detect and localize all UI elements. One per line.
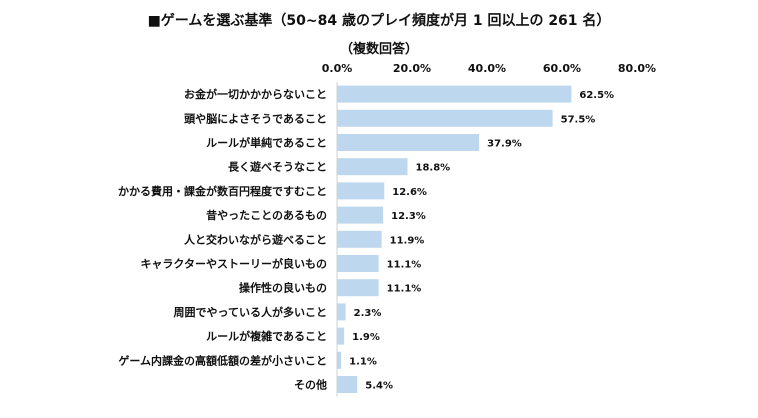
data-label: 5.4%	[365, 381, 393, 392]
bar	[337, 206, 384, 224]
bar	[337, 279, 379, 297]
category-label: 頭や脳によさそうであること	[184, 112, 327, 125]
data-label: 11.1%	[387, 260, 422, 271]
x-tick-label: 80.0%	[618, 62, 656, 75]
category-label: ゲーム内課金の高額低額の差が小さいこと	[118, 353, 327, 367]
data-label: 1.9%	[352, 332, 380, 343]
x-tick-label: 20.0%	[393, 62, 431, 75]
bar	[337, 158, 408, 176]
data-label: 62.5%	[579, 90, 614, 101]
category-label: かかる費用・課金が数百円程度ですむこと	[118, 184, 327, 198]
data-label: 12.6%	[392, 187, 427, 198]
x-tick-label: 40.0%	[468, 62, 506, 75]
data-label: 57.5%	[561, 114, 596, 125]
category-label: その他	[294, 378, 327, 392]
category-label: ルールが単純であること	[206, 136, 327, 150]
data-label: 18.8%	[416, 163, 451, 174]
bar	[337, 109, 553, 127]
category-label: キャラクターやストーリーが良いもの	[140, 257, 327, 271]
bar	[337, 327, 345, 345]
x-tick-label: 0.0%	[322, 62, 353, 75]
data-label: 11.1%	[387, 284, 422, 295]
category-label: 長く遊べそうなこと	[228, 160, 327, 174]
category-label: ルールが複雑であること	[206, 329, 327, 343]
bar	[337, 376, 358, 393]
data-label: 11.9%	[390, 235, 425, 246]
bar	[337, 255, 379, 272]
category-label: 人と交わいながら遊べること	[184, 232, 327, 246]
bar	[337, 134, 480, 151]
data-label: 12.3%	[391, 211, 426, 222]
bar	[337, 351, 342, 369]
category-label: 操作性の良いもの	[239, 281, 327, 295]
bar	[337, 230, 382, 248]
bar	[337, 303, 346, 321]
category-label: 周囲でやっている人が多いこと	[174, 305, 327, 319]
category-label: お金が一切かかからないこと	[184, 87, 327, 101]
data-label: 1.1%	[349, 356, 377, 367]
bar	[337, 85, 572, 103]
data-label: 37.9%	[487, 139, 522, 150]
bar	[337, 182, 385, 200]
chart-title: ■ゲームを選ぶ基準（50~84 歳のプレイ頻度が月 1 回以上の 261 名）	[147, 13, 611, 29]
x-tick-label: 60.0%	[543, 62, 581, 75]
data-label: 2.3%	[354, 308, 382, 319]
chart-subtitle: （複数回答）	[339, 42, 418, 57]
category-label: 昔やったことのあるもの	[206, 208, 327, 222]
